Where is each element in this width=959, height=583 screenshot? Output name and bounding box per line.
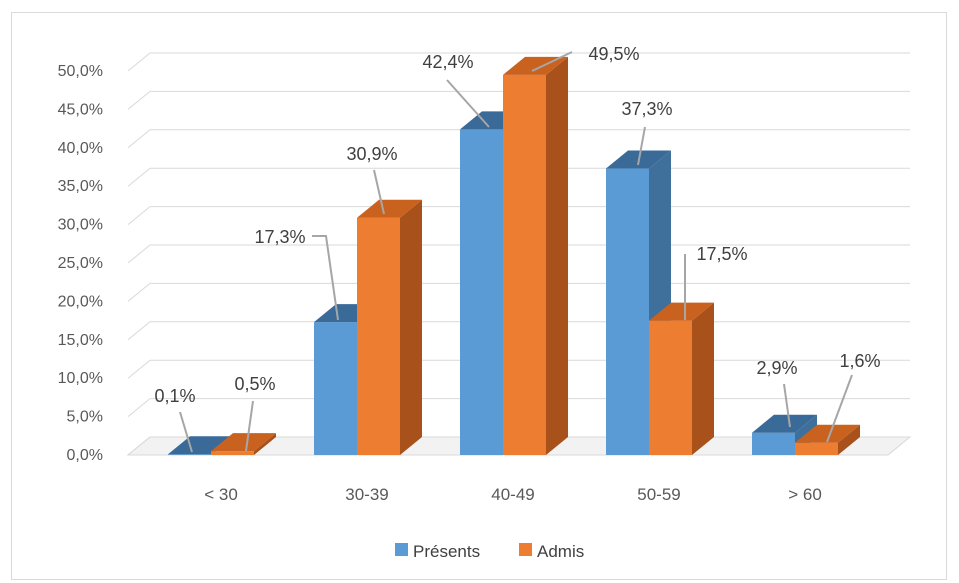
leader-line xyxy=(373,169,385,215)
leader-line xyxy=(637,126,646,166)
x-tick-label: 50-59 xyxy=(637,485,680,504)
leader-line xyxy=(312,235,339,321)
data-labels: 0,1% 0,5% 17,3% 30,9% 42,4% 49,5% 37,3% 17,5% 2,… xyxy=(154,44,880,406)
y-tick-label: 0,0% xyxy=(67,447,103,464)
y-tick-label: 25,0% xyxy=(58,255,103,272)
bar-top xyxy=(752,414,817,433)
bars xyxy=(168,56,860,456)
data-label: 42,4% xyxy=(422,52,473,72)
gridline-diagonal xyxy=(127,167,151,187)
data-label: 17,3% xyxy=(254,227,305,247)
data-label: 1,6% xyxy=(839,351,880,371)
bar-top xyxy=(649,302,714,321)
x-axis-ticks: < 30 30-39 40-49 50-59 > 60 xyxy=(204,485,822,504)
bar-side xyxy=(692,302,714,455)
bar-top xyxy=(357,199,422,218)
leader-line xyxy=(179,411,193,453)
bar-side xyxy=(400,199,422,455)
bar-front xyxy=(168,454,211,455)
bar-front xyxy=(503,74,546,455)
y-tick-label: 50,0% xyxy=(58,63,103,80)
legend-swatch xyxy=(395,543,408,556)
gridline-diagonal xyxy=(127,436,151,456)
gridline-diagonal xyxy=(127,283,151,302)
y-tick-label: 5,0% xyxy=(67,409,103,426)
leader-line xyxy=(446,79,490,128)
data-label: 49,5% xyxy=(588,44,639,64)
y-tick-label: 10,0% xyxy=(58,370,103,387)
gridline-diagonal xyxy=(127,129,151,149)
bar-admis xyxy=(503,56,568,456)
legend-swatch xyxy=(519,543,532,556)
y-tick-label: 15,0% xyxy=(58,332,103,349)
bar-admis xyxy=(357,199,422,455)
gridline-diagonal xyxy=(127,321,151,341)
data-label: 17,5% xyxy=(696,244,747,264)
y-tick-label: 45,0% xyxy=(58,101,103,118)
y-tick-label: 30,0% xyxy=(58,217,103,234)
gridline-diagonal xyxy=(127,359,151,379)
bar-side xyxy=(254,433,276,455)
data-label: 0,1% xyxy=(154,386,195,406)
y-axis-ticks: 0,0% 5,0% 10,0% 15,0% 20,0% 25,0% 30,0% 35,0% 40… xyxy=(58,63,103,464)
legend-label: Présents xyxy=(413,542,480,561)
y-tick-label: 20,0% xyxy=(58,293,103,310)
leader-line xyxy=(826,374,853,443)
bar-front xyxy=(357,217,400,455)
legend-label: Admis xyxy=(537,542,584,561)
x-tick-label: > 60 xyxy=(788,485,822,504)
bar-admis xyxy=(649,302,714,455)
bar-top xyxy=(795,424,860,443)
bar-front xyxy=(314,322,357,455)
legend: Présents Admis xyxy=(395,542,584,561)
bar-front xyxy=(460,129,503,456)
x-tick-label: 30-39 xyxy=(345,485,388,504)
label-leaders xyxy=(179,51,853,453)
bar-top xyxy=(168,436,233,455)
data-label: 30,9% xyxy=(346,144,397,164)
bar-side xyxy=(838,424,860,455)
gridline-diagonal xyxy=(127,91,151,110)
x-tick-label: < 30 xyxy=(204,485,238,504)
bar-front xyxy=(795,442,838,455)
bar-front xyxy=(649,320,692,455)
bar-front xyxy=(752,432,795,455)
leader-line xyxy=(245,400,254,452)
data-label: 37,3% xyxy=(621,99,672,119)
gridline-diagonal xyxy=(127,398,151,417)
bar-admis xyxy=(795,424,860,455)
bar-top xyxy=(211,433,276,452)
bar-front xyxy=(606,168,649,455)
bar-admis xyxy=(211,433,276,455)
x-tick-label: 40-49 xyxy=(491,485,534,504)
bar-front xyxy=(211,451,254,455)
gridline-diagonal xyxy=(127,206,151,225)
leader-line xyxy=(531,51,573,72)
y-tick-label: 35,0% xyxy=(58,178,103,195)
data-label: 2,9% xyxy=(756,358,797,378)
gridline-diagonal xyxy=(127,52,151,72)
data-label: 0,5% xyxy=(234,374,275,394)
bar-side xyxy=(546,56,568,456)
gridline-diagonal xyxy=(127,244,151,264)
leader-line xyxy=(783,383,791,428)
y-tick-label: 40,0% xyxy=(58,140,103,157)
